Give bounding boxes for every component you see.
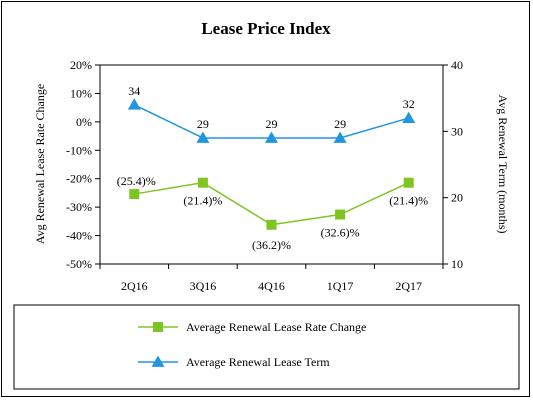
y-axis-right-label: Avg Renewal Term (months): [496, 94, 510, 233]
legend: Average Renewal Lease Rate Change Average…: [13, 304, 520, 390]
y-left-tick-label: -30%: [66, 200, 92, 214]
y-right-tick-label: 40: [451, 58, 463, 72]
y-left-tick-label: -40%: [66, 229, 92, 243]
rate-change-point: [335, 209, 346, 220]
plot-border: [99, 64, 444, 265]
x-tick-label: 3Q16: [190, 279, 217, 293]
lease-term-point: [265, 131, 278, 143]
rate-change-series-line: [134, 181, 410, 226]
rate-change-data-label: (21.4)%: [183, 194, 222, 208]
rate-change-data-label: (21.4)%: [389, 194, 428, 208]
x-tick-label: 4Q16: [258, 279, 285, 293]
y-left-tick-label: -20%: [66, 172, 92, 186]
rate-change-point: [129, 189, 140, 200]
y-left-tick-label: 0%: [76, 115, 92, 129]
lease-term-point: [402, 111, 416, 123]
lease-term-point: [127, 98, 141, 110]
plot-area: 20% 10% 0% -10% -20% -30% -40% -50% 40 30 20 10 2Q16…: [66, 58, 463, 293]
lease-term-point: [196, 131, 210, 143]
lease-term-data-label: 29: [197, 117, 209, 131]
lease-term-data-label: 29: [334, 117, 346, 131]
y-right-tick-label: 10: [451, 257, 463, 271]
rate-change-data-label: (25.4)%: [117, 174, 156, 188]
y-right-tick-label: 30: [451, 124, 463, 138]
y-left-tick-label: -50%: [66, 257, 92, 271]
legend-box: [13, 304, 520, 390]
x-tick-label: 2Q16: [121, 279, 148, 293]
legend-lease-term-marker: [151, 355, 165, 367]
rate-change-data-label: (36.2)%: [252, 238, 291, 252]
rate-change-point: [403, 177, 414, 188]
y-left-tick-label: 20%: [70, 58, 92, 72]
lease-term-data-label: 34: [128, 84, 140, 98]
legend-rate-change-label: Average Renewal Lease Rate Change: [186, 320, 366, 334]
x-tick-label: 1Q17: [327, 279, 354, 293]
chart-title: Lease Price Index: [201, 19, 331, 38]
rate-change-point: [197, 177, 208, 188]
y-axis-left-label: Avg Renewal Lease Rate Change: [33, 84, 47, 244]
rate-change-data-label: (32.6)%: [321, 226, 360, 240]
y-left-tick-label: -10%: [66, 143, 92, 157]
legend-rate-change-marker: [153, 322, 163, 332]
y-right-tick-label: 20: [451, 191, 463, 205]
lease-term-point: [333, 131, 347, 143]
lease-term-data-label: 29: [266, 117, 278, 131]
legend-lease-term-label: Average Renewal Lease Term: [186, 355, 330, 369]
x-tick-label: 2Q17: [395, 279, 422, 293]
y-left-tick-label: 10%: [70, 86, 92, 100]
lease-term-data-label: 32: [403, 97, 415, 111]
rate-change-point: [266, 219, 277, 230]
